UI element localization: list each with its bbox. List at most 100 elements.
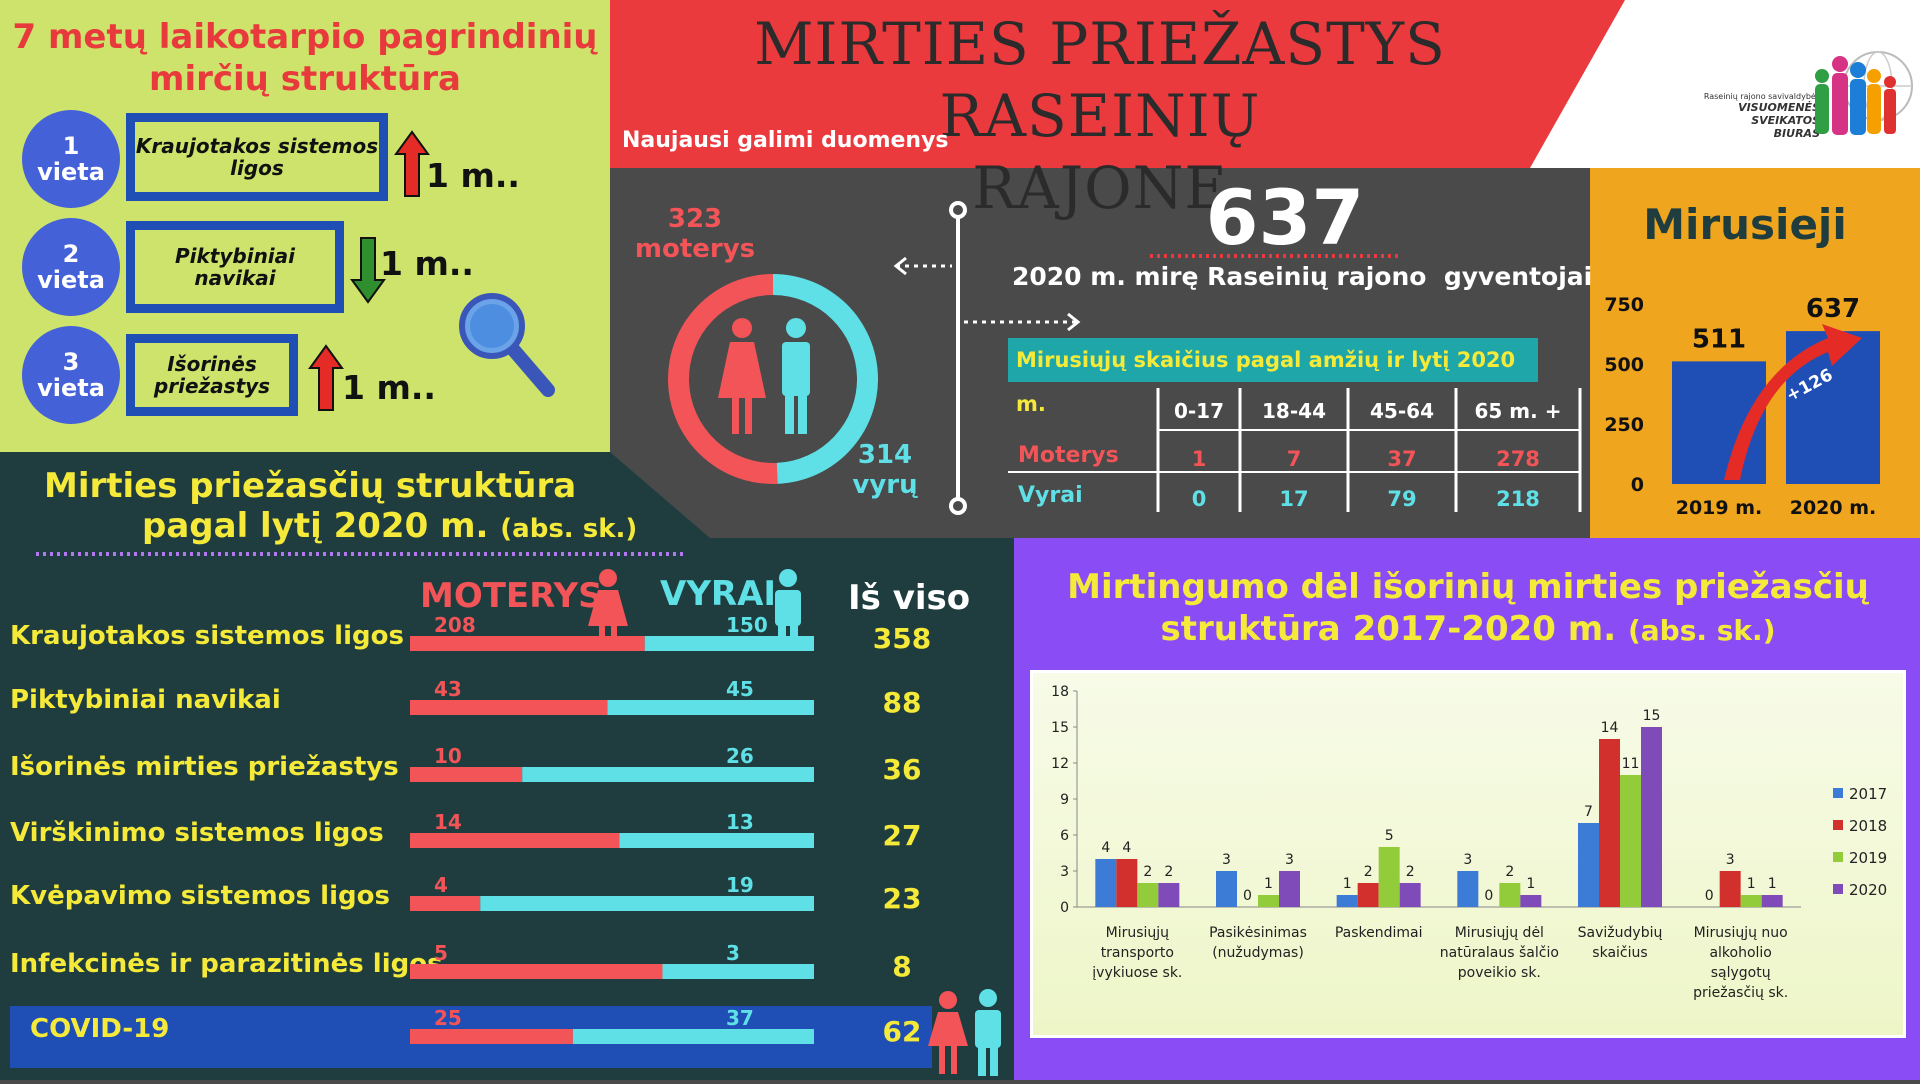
structure-rows: Kraujotakos sistemos ligos 208 150 358 Pikty…: [0, 600, 1014, 1080]
category-label: transporto: [1101, 945, 1174, 961]
rank-3-box: Išorinės priežastys: [126, 334, 298, 416]
rank-word: vieta: [37, 158, 105, 186]
bar-2019: [1740, 895, 1762, 907]
total-value: 358: [873, 622, 931, 655]
bar-value-label: 11: [1622, 756, 1640, 772]
bar-value-label: 3: [1463, 852, 1472, 868]
age-cell-value: 37: [1387, 447, 1416, 471]
women-bar: [410, 767, 523, 782]
bar-value-label: 1: [1768, 876, 1777, 892]
men-value: 26: [726, 744, 754, 768]
y-tick-label: 18: [1051, 684, 1069, 700]
age-column-header: 0-17: [1174, 399, 1224, 423]
bar-2017: [1216, 871, 1237, 907]
total-value: 88: [883, 686, 922, 719]
rank-2-badge: 2 vieta: [22, 218, 120, 316]
total-deaths-caption: 2020 m. mirę Raseinių rajono gyventojai: [1012, 262, 1593, 291]
men-value: 13: [726, 810, 754, 834]
women-value: 10: [434, 744, 462, 768]
legend-label: 2020: [1849, 881, 1887, 899]
men-bar: [607, 700, 814, 715]
category-label: Pasikėsinimas: [1209, 925, 1307, 941]
bar-value-label: 2: [1164, 864, 1173, 880]
arrow-down-icon: [350, 237, 386, 304]
cause-label: Infekcinės ir parazitinės ligos: [10, 949, 443, 979]
deaths-bar-label: 637: [1806, 294, 1860, 324]
rank-word: vieta: [37, 266, 105, 294]
bar-2019: [1378, 847, 1400, 907]
women-value: 43: [434, 677, 462, 701]
rank-number: 2: [62, 240, 80, 268]
deaths-x-label: 2020 m.: [1790, 497, 1877, 519]
legend-swatch: [1833, 884, 1843, 894]
deaths-y-tick: 750: [1604, 294, 1644, 316]
external-title-line2: struktūra 2017-2020 m.: [1160, 609, 1617, 649]
men-bar: [619, 833, 814, 848]
structure-divider: [36, 552, 686, 556]
men-value: 45: [726, 677, 754, 701]
gender-donut: [667, 274, 878, 484]
bar-value-label: 1: [1747, 876, 1756, 892]
category-label: Mirusiųjų: [1106, 925, 1170, 941]
bar-2018: [1116, 859, 1138, 907]
logo-line2: VISUOMENĖS: [1738, 101, 1820, 114]
col-men-header: VYRAI: [660, 574, 777, 614]
col-total-header: Iš viso: [848, 578, 971, 618]
bar-value-label: 0: [1243, 888, 1252, 904]
logo-line4: BIURAS: [1773, 127, 1820, 140]
page-title: MIRTIES PRIEŽASTYS RASEINIŲ RAJONE: [640, 8, 1560, 224]
age-cell-value: 1: [1192, 447, 1207, 471]
bar-2017: [1336, 895, 1358, 907]
age-table: 0-17 18-44 45-64 65 m. + Moterys 1 7 37 278 Vyrai…: [1008, 386, 1588, 516]
bar-2018: [1357, 883, 1379, 907]
bar-2017: [1578, 823, 1599, 907]
women-value: 14: [434, 810, 462, 834]
bar-value-label: 7: [1584, 804, 1593, 820]
external-title-unit: (abs. sk.): [1627, 614, 1776, 647]
deaths-y-tick: 250: [1604, 414, 1644, 436]
bar-2018: [1719, 871, 1741, 907]
external-chart-panel: 0 3 6 9 12 15 18 4 4 2 2 Mirusiųjų transporto įvykiuo…: [1030, 670, 1906, 1038]
men-bar: [644, 636, 814, 651]
bar-2020: [1520, 895, 1542, 907]
bar-2020: [1761, 895, 1783, 907]
bar-2020: [1641, 727, 1662, 907]
logo-line3: SVEIKATOS: [1751, 114, 1820, 127]
age-cell-value: 79: [1387, 487, 1416, 511]
donut-women-segment: [667, 274, 778, 484]
age-cell-value: 17: [1279, 487, 1308, 511]
ranking-title-line2: mirčių struktūra: [149, 59, 461, 99]
legend-swatch: [1833, 820, 1843, 830]
category-label: sąlygotų: [1711, 965, 1771, 981]
rank-1-box: Kraujotakos sistemos ligos: [126, 113, 388, 201]
page-title-line2: RAJONE: [972, 154, 1228, 222]
bar-value-label: 4: [1101, 840, 1110, 856]
men-bar: [572, 1029, 814, 1044]
legend-label: 2017: [1849, 785, 1887, 803]
women-count: 323 moterys: [630, 204, 760, 264]
deaths-x-label: 2019 m.: [1676, 497, 1763, 519]
bar-value-label: 3: [1285, 852, 1294, 868]
logo-text: Raseinių rajono savivaldybės VISUOMENĖS …: [1660, 92, 1820, 140]
age-row-label: Moterys: [1018, 443, 1119, 468]
category-label: priežasčių sk.: [1693, 985, 1788, 1001]
bar-value-label: 2: [1505, 864, 1514, 880]
y-tick-label: 0: [1060, 900, 1069, 916]
deaths-bar-label: 511: [1692, 324, 1746, 354]
total-value: 8: [892, 950, 911, 983]
category-label: Savižudybių: [1578, 925, 1663, 941]
men-value: 3: [726, 941, 740, 965]
legend-swatch: [1833, 852, 1843, 862]
man-icon: [782, 318, 810, 434]
bar-2018: [1599, 739, 1620, 907]
age-table-title: Mirusiųjų skaičius pagal amžių ir lytį 2…: [1008, 338, 1538, 416]
total-value: 27: [883, 819, 922, 852]
external-chart-title: Mirtingumo dėl išorinių mirties priežasč…: [1030, 566, 1906, 652]
age-cell-value: 278: [1496, 447, 1540, 471]
header-banner: [610, 0, 1625, 168]
bar-value-label: 15: [1643, 708, 1661, 724]
rank-number: 3: [62, 348, 80, 376]
connector-lines: [893, 201, 1081, 515]
cause-label: Virškinimo sistemos ligos: [10, 818, 384, 848]
women-value: 5: [434, 941, 448, 965]
